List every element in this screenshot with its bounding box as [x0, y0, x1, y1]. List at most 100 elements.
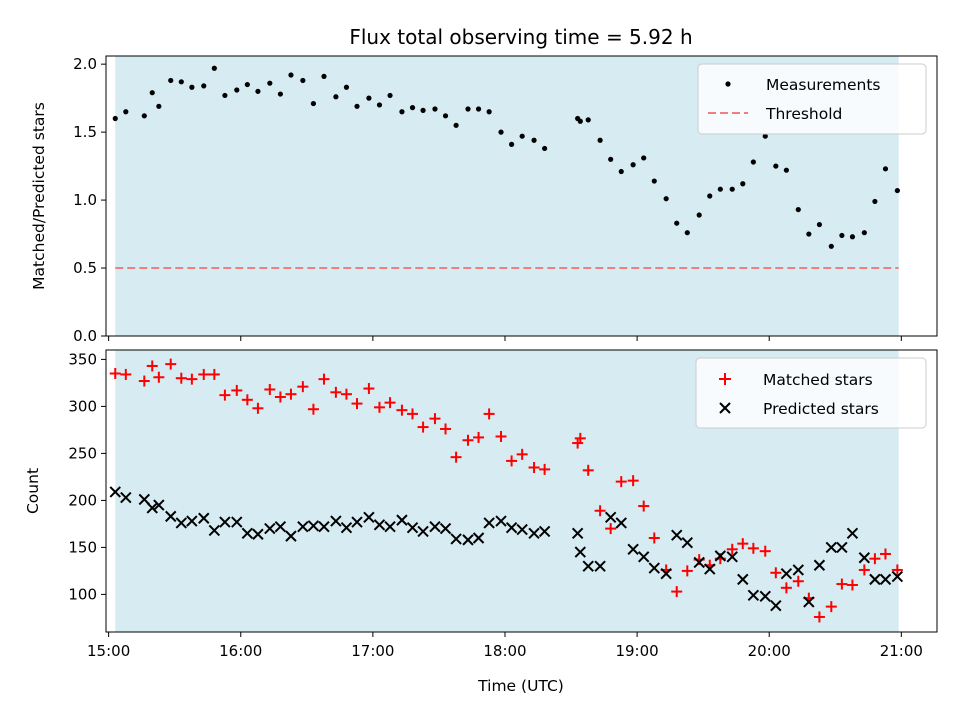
predicted-star-point: [219, 516, 231, 528]
measurement-point: [244, 81, 250, 88]
measurement-point: [684, 230, 690, 236]
predicted-star-point: [462, 534, 474, 546]
count-y-axis: 100 150 200 250 300 350: [68, 350, 106, 603]
matched-star-point: [175, 372, 187, 384]
measurement-point: [740, 181, 746, 187]
predicted-star-point: [363, 511, 375, 524]
matched-star-point: [429, 413, 441, 425]
predicted-star-point: [637, 551, 650, 563]
measurement-point: [674, 220, 680, 226]
legend-predicted-label: Predicted stars: [763, 400, 879, 418]
x-tick-label: 21:00: [880, 642, 923, 660]
predicted-star-point: [120, 491, 132, 504]
predicted-star-point: [516, 523, 528, 536]
measurement-point: [519, 133, 525, 139]
matched-star-point: [231, 384, 243, 396]
predicted-star-point: [538, 525, 551, 538]
matched-star-point: [483, 408, 495, 420]
matched-star-point: [264, 383, 276, 395]
measurement-point: [310, 100, 317, 107]
measurement-point: [608, 156, 614, 162]
measurement-point: [783, 167, 789, 173]
x-tick-label: 20:00: [748, 642, 791, 660]
matched-star-point: [495, 430, 507, 442]
measurement-point: [839, 232, 845, 239]
count-legend: Matched stars Predicted stars: [695, 357, 927, 429]
predicted-star-point: [792, 564, 804, 576]
matched-star-point: [396, 404, 408, 416]
predicted-star-point: [146, 502, 158, 514]
matched-star-point: [671, 586, 683, 598]
matched-star-point: [363, 383, 375, 395]
measurement-point: [141, 113, 147, 119]
matched-star-point: [208, 368, 220, 380]
measurement-point: [201, 83, 207, 89]
x-tick-label: 19:00: [615, 642, 658, 660]
measurement-point: [508, 141, 515, 147]
measurement-point: [597, 137, 603, 143]
x-tick-label: 17:00: [351, 642, 394, 660]
predicted-star-point: [891, 570, 904, 583]
matched-star-point: [869, 553, 881, 565]
measurement-point: [333, 94, 339, 100]
matched-star-point: [506, 455, 518, 467]
matched-star-point: [648, 532, 660, 544]
matched-star-point: [572, 437, 584, 449]
matched-star-point: [605, 523, 617, 535]
matched-star-point: [836, 578, 848, 590]
matched-star-point: [539, 463, 551, 475]
matched-star-point: [153, 371, 165, 383]
predicted-star-point: [384, 521, 396, 533]
matched-star-point: [528, 462, 540, 473]
predicted-star-point: [869, 573, 881, 586]
matched-star-point: [627, 475, 639, 487]
predicted-star-point: [330, 515, 342, 527]
predicted-star-point: [175, 517, 188, 529]
ratio-marks: [112, 65, 900, 270]
predicted-star-point: [274, 521, 287, 533]
predicted-star-point: [671, 529, 683, 541]
ratio-legend: Measurements Threshold: [697, 63, 927, 135]
predicted-star-point: [241, 527, 254, 540]
predicted-star-point: [109, 486, 121, 498]
measurement-point: [531, 137, 537, 143]
matched-star-point: [638, 500, 650, 512]
predicted-star-point: [264, 522, 276, 535]
measurement-point: [465, 106, 471, 112]
predicted-star-point: [373, 519, 386, 531]
matched-star-point: [138, 375, 150, 387]
matched-star-point: [574, 432, 586, 444]
measurement-point: [123, 109, 129, 115]
measurement-point: [707, 193, 713, 199]
measurement-point: [717, 186, 723, 192]
matched-star-point: [186, 373, 198, 385]
x-tick-label: 15:00: [87, 642, 130, 660]
x-tick-label: 16:00: [219, 642, 262, 660]
measurement-point: [882, 166, 889, 172]
measurement-point: [475, 106, 482, 112]
ratio-x-axis: [108, 336, 902, 341]
measurement-point: [376, 102, 383, 108]
y-tick-label: 300: [68, 397, 97, 415]
matched-star-point: [891, 564, 903, 576]
count-y-axis-label: Count: [24, 468, 42, 514]
measurement-point: [773, 163, 779, 169]
measurement-point: [156, 103, 162, 109]
predicted-star-point: [770, 599, 782, 612]
measurement-point: [288, 72, 294, 78]
predicted-star-point: [439, 522, 452, 535]
y-tick-label: 0.5: [73, 259, 97, 277]
measurement-point: [795, 206, 801, 213]
measurement-point: [409, 105, 416, 111]
y-tick-label: 100: [68, 585, 97, 603]
y-tick-label: 350: [68, 350, 97, 368]
measurement-point: [663, 196, 669, 202]
matched-star-point: [165, 358, 177, 370]
measurement-point: [387, 92, 393, 99]
chart-title: Flux total observing time = 5.92 h: [349, 25, 692, 49]
count-x-axis: 15:00 16:00 17:00 18:00 19:00 20:00 21:00: [87, 632, 923, 660]
measurement-point: [498, 129, 504, 135]
predicted-star-point: [153, 499, 165, 511]
matched-star-point: [681, 565, 693, 577]
matched-star-point: [417, 421, 429, 433]
